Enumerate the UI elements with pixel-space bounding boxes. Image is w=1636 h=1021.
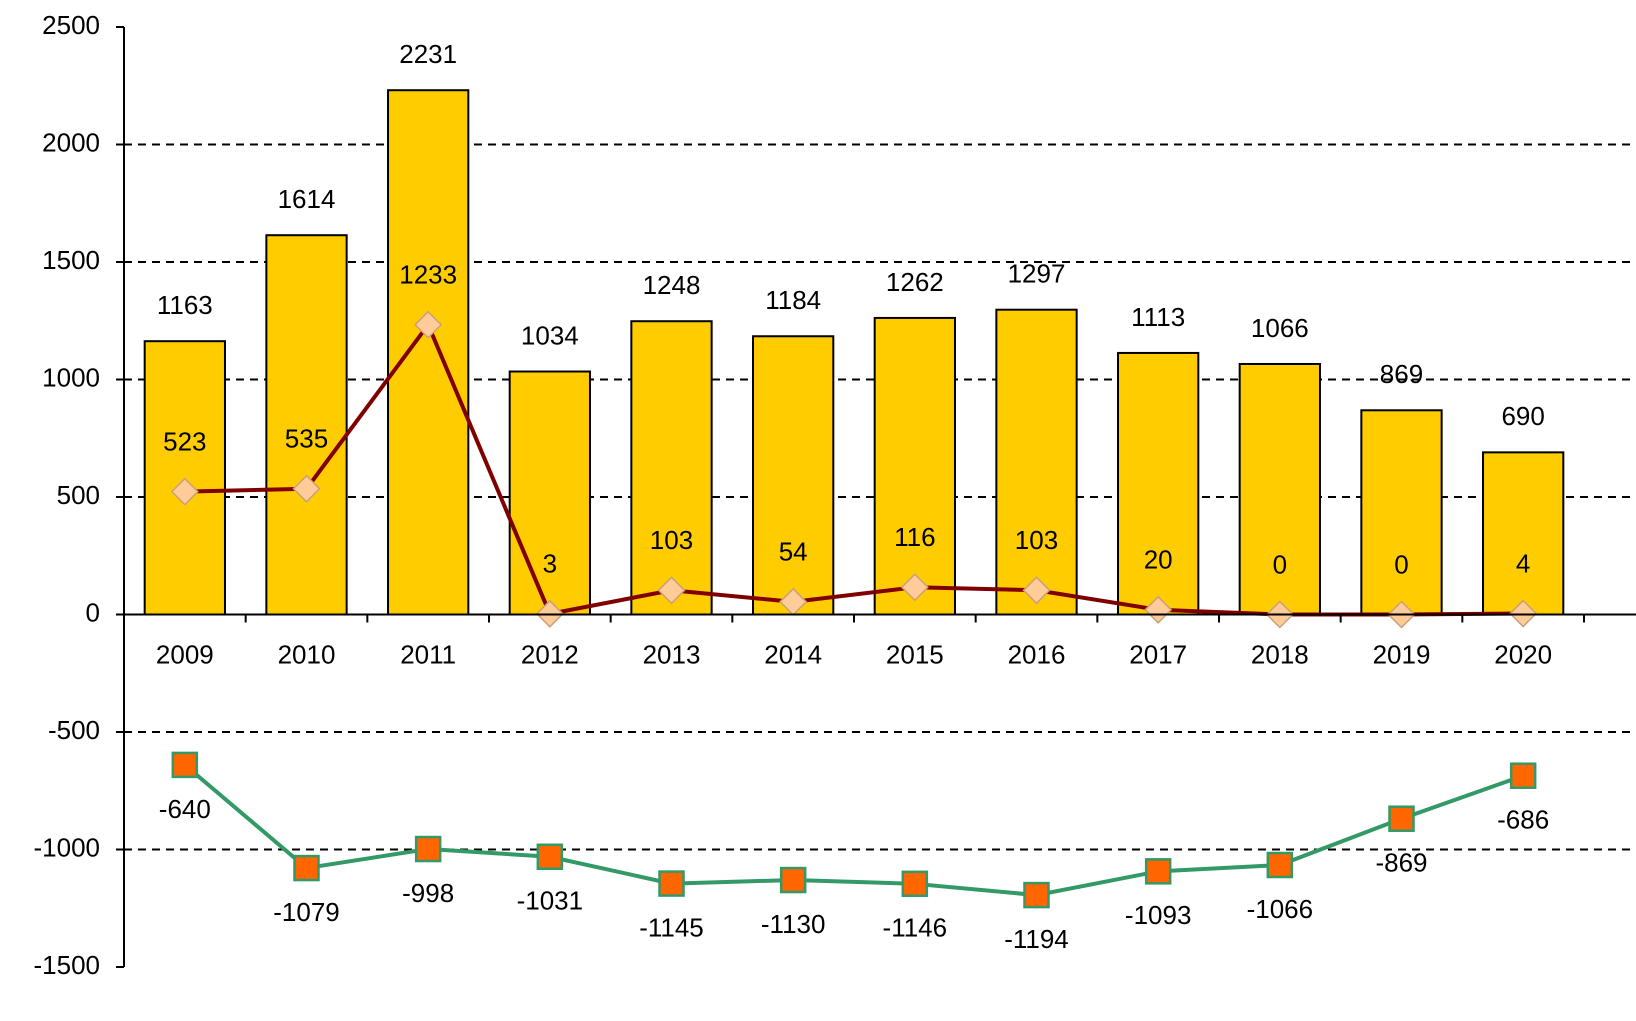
- x-tick-label: 2015: [886, 639, 944, 669]
- bar-label: 1184: [765, 285, 821, 315]
- point-label: -998: [402, 878, 454, 908]
- x-tick-label: 2019: [1373, 639, 1431, 669]
- x-tick-label: 2012: [521, 639, 579, 669]
- marker: [1509, 762, 1537, 789]
- bar: [995, 308, 1078, 616]
- bar-label: 1248: [643, 270, 701, 300]
- point-label: -1079: [273, 897, 340, 927]
- bar: [873, 316, 956, 616]
- bar: [1482, 451, 1565, 616]
- marker: [414, 835, 442, 863]
- x-tick-label: 2010: [278, 639, 336, 669]
- marker: [658, 870, 685, 897]
- marker: [1144, 595, 1173, 624]
- bar-label: 2231: [399, 39, 457, 69]
- point-label: -1066: [1247, 894, 1314, 924]
- x-tick-label: 2018: [1251, 639, 1309, 669]
- y-tick-label: -1500: [34, 950, 101, 980]
- y-tick-label: 1000: [42, 362, 100, 392]
- point-label: 0: [1394, 549, 1408, 579]
- point-label: 3: [543, 549, 557, 579]
- bar: [1360, 409, 1443, 616]
- bar-label: 690: [1501, 401, 1544, 431]
- marker: [1144, 858, 1172, 885]
- point-label: -1130: [761, 909, 826, 939]
- bar-label: 1297: [1008, 259, 1066, 289]
- marker: [779, 866, 807, 894]
- x-tick-label: 2011: [400, 639, 456, 669]
- y-tick-label: 2500: [42, 10, 100, 40]
- bar: [265, 234, 348, 616]
- bar-label: 1034: [521, 320, 579, 350]
- marker: [901, 870, 929, 898]
- marker: [170, 477, 199, 506]
- point-label: -640: [159, 794, 211, 824]
- marker: [414, 310, 443, 339]
- x-tick-label: 2013: [643, 639, 701, 669]
- y-tick-label: 2000: [42, 127, 100, 157]
- marker: [1023, 881, 1050, 909]
- marker: [171, 751, 199, 779]
- y-tick-label: -500: [48, 715, 100, 745]
- point-label: 116: [894, 522, 935, 552]
- bar: [387, 89, 470, 616]
- bar-label: 1262: [886, 267, 944, 297]
- point-label: 1233: [399, 260, 457, 290]
- point-label: -869: [1375, 848, 1427, 878]
- point-label: 535: [285, 424, 328, 454]
- bar-label: 1614: [278, 184, 336, 214]
- bar-label: 869: [1380, 359, 1423, 389]
- line: [183, 763, 1524, 898]
- bar: [752, 335, 835, 616]
- marker: [900, 573, 929, 602]
- point-label: 54: [779, 537, 808, 567]
- point-label: -1194: [1004, 924, 1069, 954]
- x-tick-label: 2016: [1008, 639, 1066, 669]
- y-tick-label: 0: [86, 597, 100, 627]
- point-label: 0: [1273, 549, 1287, 579]
- x-tick-label: 2014: [764, 639, 822, 669]
- marker: [536, 843, 564, 871]
- bar: [508, 370, 591, 616]
- point-label: 20: [1144, 545, 1173, 575]
- point-label: -1031: [517, 886, 584, 916]
- bar-label: 1066: [1251, 313, 1309, 343]
- marker: [657, 576, 686, 605]
- point-label: -1146: [883, 913, 948, 943]
- x-tick-label: 2017: [1129, 639, 1187, 669]
- y-tick-label: -1000: [34, 832, 101, 862]
- bar: [1238, 362, 1321, 616]
- bar: [630, 320, 713, 616]
- point-label: 4: [1516, 548, 1530, 578]
- y-tick-label: 1500: [42, 245, 100, 275]
- point-label: -1145: [639, 912, 704, 942]
- marker: [1388, 805, 1415, 832]
- marker: [293, 854, 320, 882]
- x-tick-label: 2009: [156, 639, 214, 669]
- point-label: -686: [1497, 805, 1549, 835]
- marker: [1266, 851, 1294, 879]
- marker: [1022, 576, 1051, 605]
- bar-label: 1163: [157, 290, 213, 320]
- marker: [292, 474, 321, 503]
- y-tick-label: 500: [57, 480, 100, 510]
- point-label: 523: [163, 426, 206, 456]
- bar-label: 1113: [1131, 302, 1185, 332]
- x-tick-label: 2020: [1494, 639, 1552, 669]
- line: [184, 320, 1524, 617]
- bar: [1117, 351, 1200, 616]
- point-label: 103: [1015, 525, 1058, 555]
- point-label: -1093: [1125, 900, 1192, 930]
- point-label: 103: [650, 525, 693, 555]
